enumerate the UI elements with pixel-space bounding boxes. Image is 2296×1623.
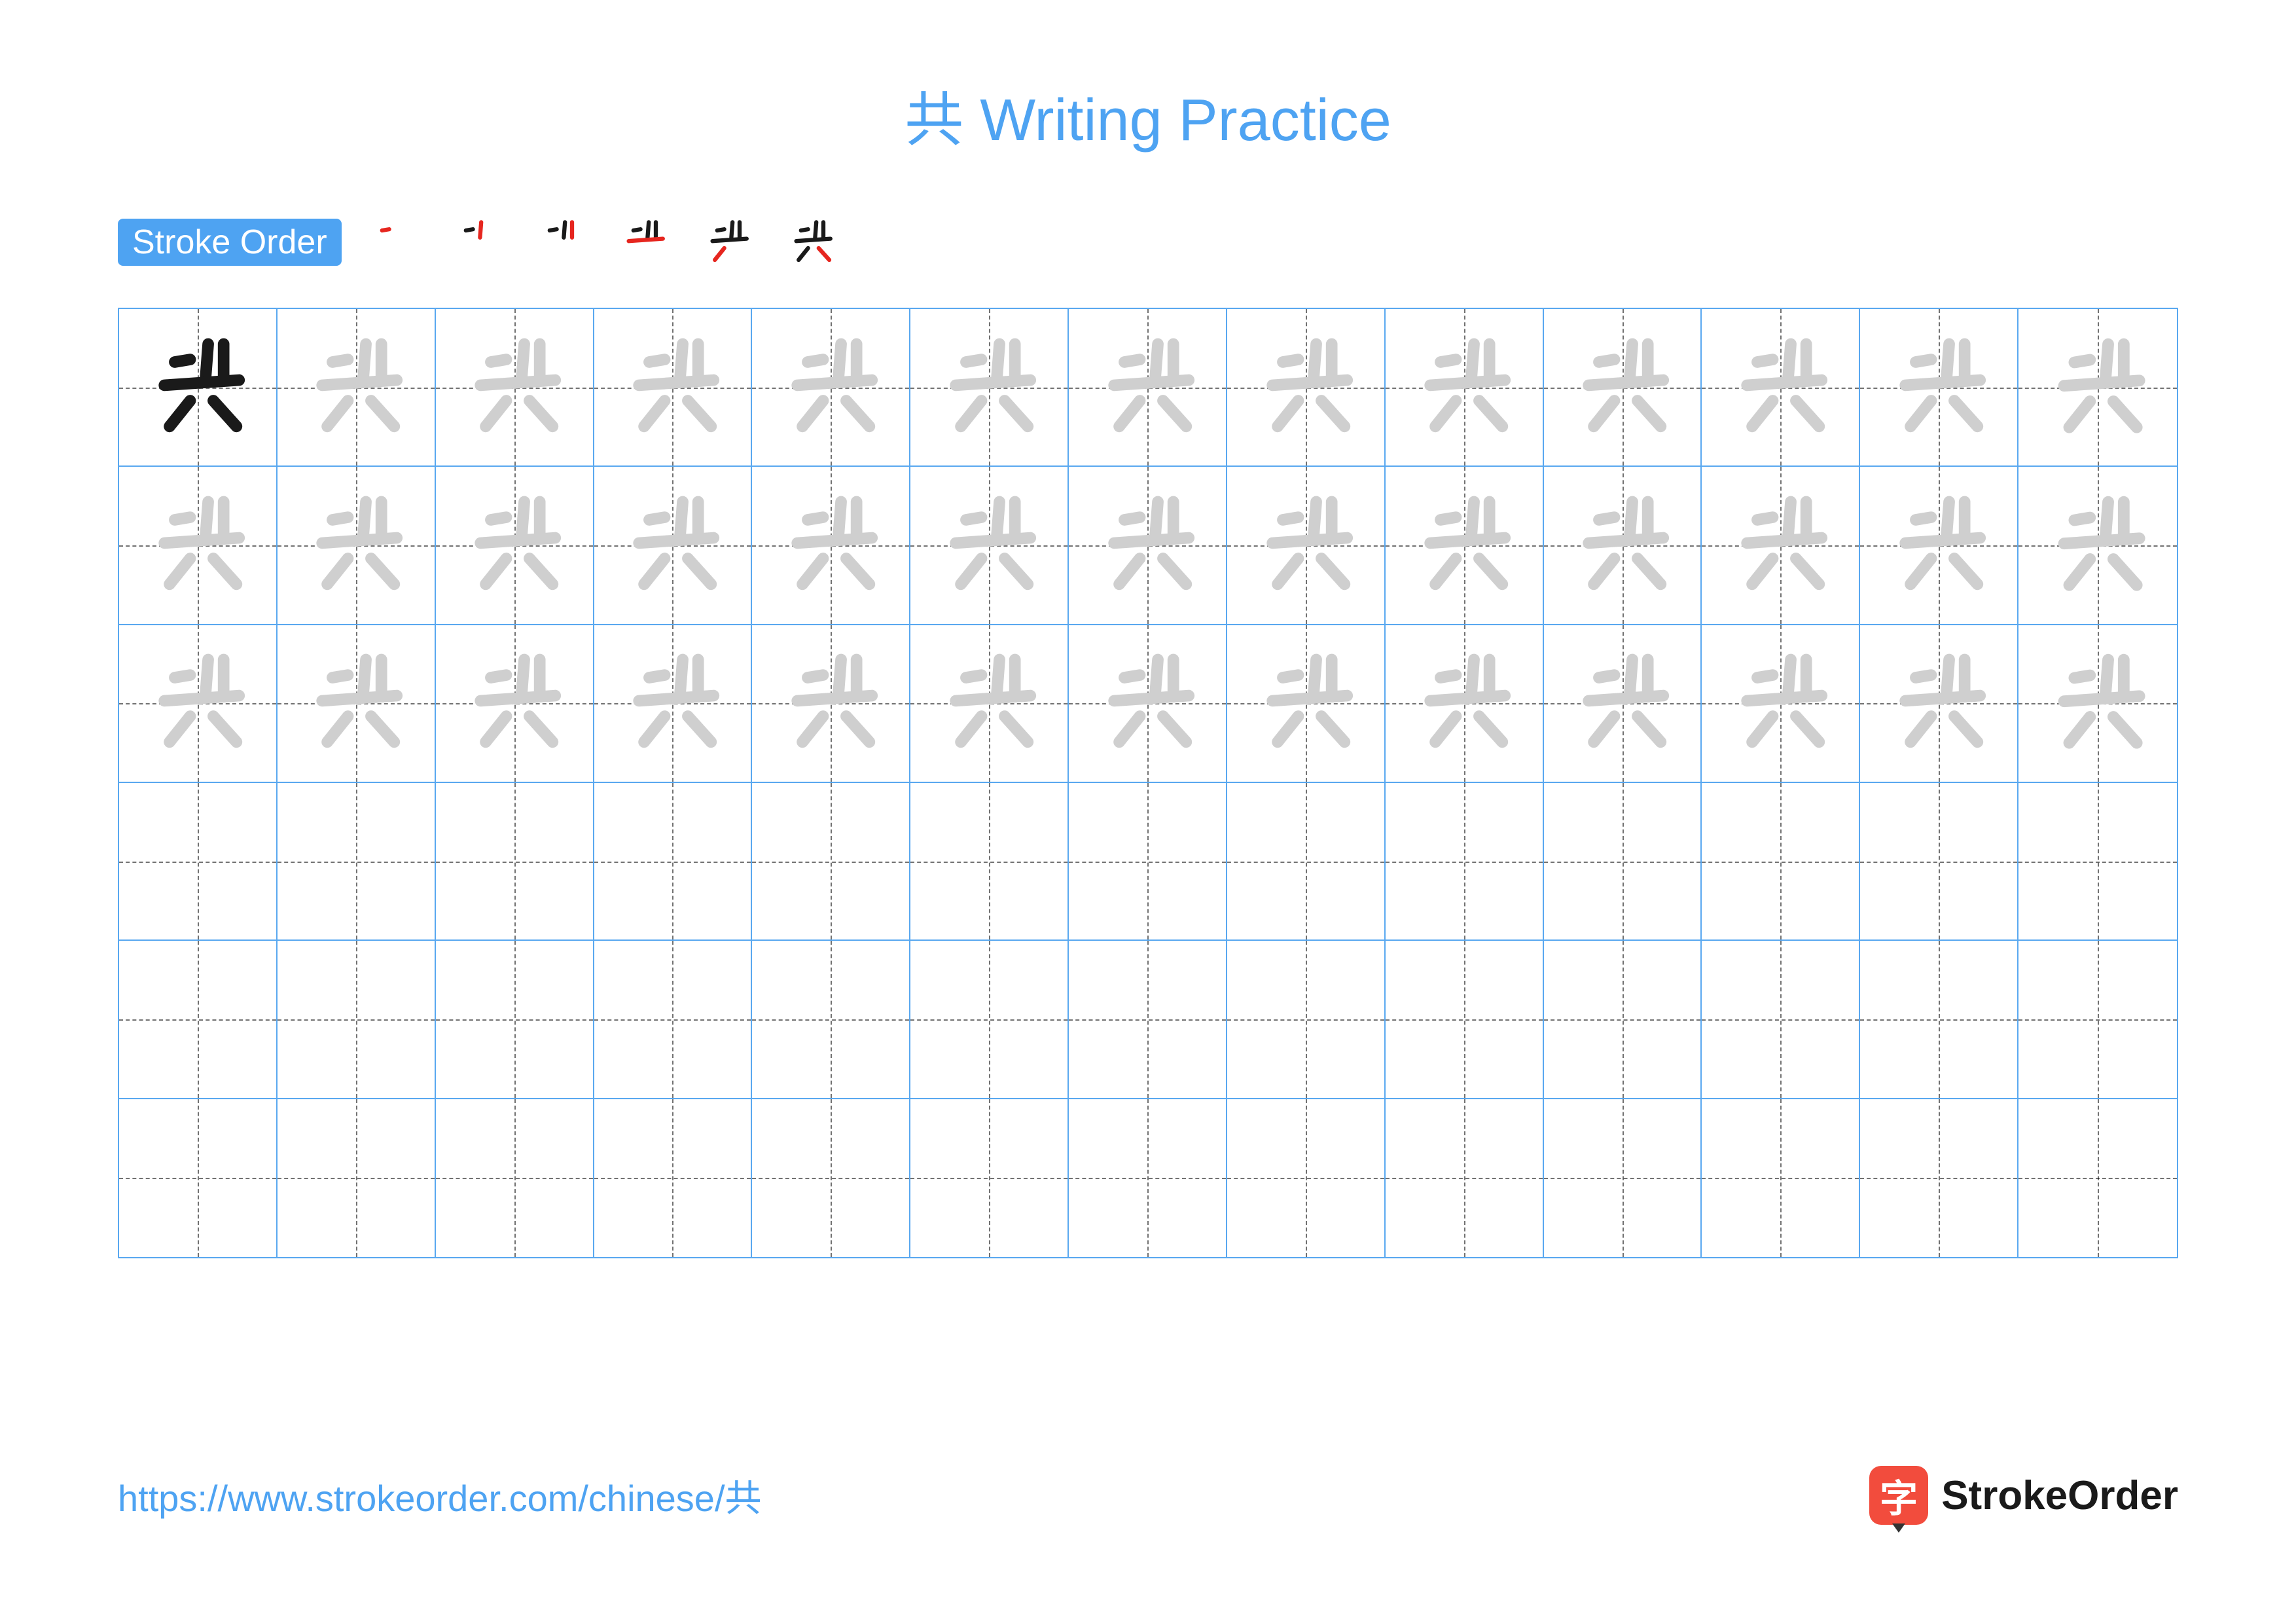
grid-cell bbox=[119, 783, 278, 941]
grid-cell bbox=[910, 467, 1069, 625]
grid-cell bbox=[1069, 941, 1227, 1099]
grid-cell bbox=[436, 1099, 594, 1257]
logo-text: StrokeOrder bbox=[1941, 1472, 2178, 1519]
grid-cell bbox=[910, 625, 1069, 783]
grid-cell bbox=[436, 941, 594, 1099]
stroke-step-5 bbox=[695, 210, 761, 275]
grid-cell bbox=[1386, 783, 1544, 941]
stroke-step-4 bbox=[611, 210, 677, 275]
grid-cell bbox=[752, 309, 910, 467]
page-title: 共 Writing Practice bbox=[118, 72, 2178, 157]
grid-cell bbox=[2018, 625, 2177, 783]
grid-cell bbox=[1702, 1099, 1860, 1257]
grid-cell bbox=[1227, 309, 1386, 467]
grid-cell bbox=[752, 941, 910, 1099]
grid-cell bbox=[1860, 1099, 2018, 1257]
grid-cell bbox=[1702, 625, 1860, 783]
grid-cell bbox=[1702, 309, 1860, 467]
logo: 字 StrokeOrder bbox=[1869, 1466, 2178, 1525]
grid-cell bbox=[594, 941, 753, 1099]
grid-cell bbox=[2018, 467, 2177, 625]
grid-cell bbox=[278, 625, 436, 783]
grid-cell bbox=[752, 625, 910, 783]
grid-cell bbox=[119, 941, 278, 1099]
grid-cell bbox=[910, 1099, 1069, 1257]
grid-cell bbox=[1227, 467, 1386, 625]
grid-cell bbox=[278, 309, 436, 467]
grid-cell bbox=[594, 1099, 753, 1257]
stroke-step-1 bbox=[360, 210, 425, 275]
grid-cell bbox=[1069, 783, 1227, 941]
grid-cell bbox=[436, 625, 594, 783]
grid-cell bbox=[1069, 467, 1227, 625]
grid-cell bbox=[1069, 309, 1227, 467]
grid-cell bbox=[1702, 467, 1860, 625]
grid-cell bbox=[119, 625, 278, 783]
grid-cell bbox=[436, 309, 594, 467]
grid-cell bbox=[752, 467, 910, 625]
grid-cell bbox=[278, 783, 436, 941]
grid-cell bbox=[1386, 309, 1544, 467]
grid-cell bbox=[594, 309, 753, 467]
grid-cell bbox=[278, 467, 436, 625]
grid-cell bbox=[1386, 625, 1544, 783]
grid-cell bbox=[1860, 625, 2018, 783]
grid-cell bbox=[2018, 309, 2177, 467]
grid-cell bbox=[910, 941, 1069, 1099]
grid-cell bbox=[2018, 1099, 2177, 1257]
grid-cell bbox=[1860, 941, 2018, 1099]
grid-cell bbox=[1860, 309, 2018, 467]
grid-cell bbox=[1860, 467, 2018, 625]
grid-cell bbox=[1386, 1099, 1544, 1257]
grid-cell bbox=[119, 1099, 278, 1257]
grid-cell bbox=[119, 467, 278, 625]
stroke-step-2 bbox=[444, 210, 509, 275]
grid-cell bbox=[1702, 941, 1860, 1099]
grid-cell bbox=[1227, 625, 1386, 783]
grid-cell bbox=[1386, 467, 1544, 625]
grid-cell bbox=[910, 783, 1069, 941]
grid-cell bbox=[1860, 783, 2018, 941]
grid-cell bbox=[594, 467, 753, 625]
grid-cell bbox=[1544, 941, 1702, 1099]
grid-cell bbox=[1544, 309, 1702, 467]
grid-cell bbox=[278, 941, 436, 1099]
logo-icon: 字 bbox=[1869, 1466, 1928, 1525]
grid-cell bbox=[594, 783, 753, 941]
grid-cell bbox=[1544, 467, 1702, 625]
grid-cell bbox=[1702, 783, 1860, 941]
grid-cell bbox=[1544, 783, 1702, 941]
grid-cell bbox=[436, 783, 594, 941]
grid-cell bbox=[278, 1099, 436, 1257]
stroke-order-row: Stroke Order bbox=[118, 210, 2178, 275]
grid-cell bbox=[1227, 783, 1386, 941]
grid-cell bbox=[1544, 1099, 1702, 1257]
grid-cell bbox=[2018, 783, 2177, 941]
stroke-step-3 bbox=[528, 210, 593, 275]
stroke-order-badge: Stroke Order bbox=[118, 219, 342, 266]
grid-cell bbox=[436, 467, 594, 625]
stroke-step-6 bbox=[779, 210, 844, 275]
footer: https://www.strokeorder.com/chinese/共 字 … bbox=[118, 1466, 2178, 1525]
grid-cell bbox=[752, 783, 910, 941]
grid-cell bbox=[2018, 941, 2177, 1099]
grid-cell bbox=[1227, 1099, 1386, 1257]
grid-cell bbox=[910, 309, 1069, 467]
practice-grid bbox=[118, 308, 2178, 1258]
grid-cell bbox=[1069, 625, 1227, 783]
grid-cell bbox=[1069, 1099, 1227, 1257]
grid-cell bbox=[752, 1099, 910, 1257]
grid-cell bbox=[1386, 941, 1544, 1099]
source-url: https://www.strokeorder.com/chinese/共 bbox=[118, 1469, 762, 1522]
grid-cell bbox=[1544, 625, 1702, 783]
grid-cell bbox=[119, 309, 278, 467]
grid-cell bbox=[1227, 941, 1386, 1099]
grid-cell bbox=[594, 625, 753, 783]
